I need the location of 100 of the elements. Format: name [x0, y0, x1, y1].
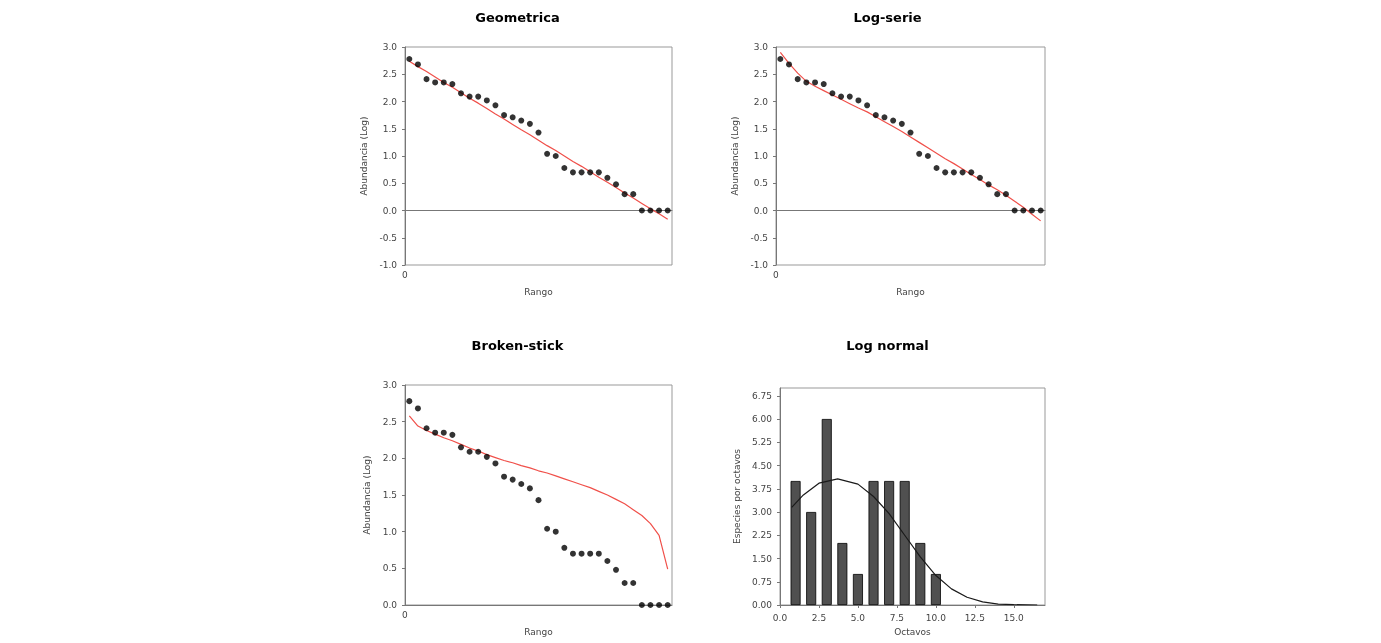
point: [595, 169, 602, 176]
point: [449, 81, 456, 88]
point: [924, 153, 931, 159]
point: [829, 90, 836, 97]
y-tick-label: 2.25: [751, 530, 772, 541]
point: [423, 425, 430, 432]
point: [457, 444, 464, 451]
point: [535, 497, 542, 504]
point: [985, 181, 992, 188]
chart-title: Broken-stick: [471, 338, 564, 353]
y-tick-label: -0.5: [750, 232, 768, 243]
point: [1011, 207, 1018, 214]
point: [475, 448, 482, 455]
y-tick-label: 1.5: [753, 123, 768, 134]
point: [432, 429, 439, 436]
y-tick-label: 2.0: [753, 96, 769, 107]
y-tick-label: 4.50: [751, 460, 773, 471]
bar: [868, 481, 879, 605]
bar: [790, 481, 801, 605]
y-axis-title: Abundancia (Log): [362, 455, 373, 535]
point: [647, 602, 654, 608]
y-tick-label: 0.5: [382, 178, 397, 189]
point: [994, 191, 1001, 198]
point: [846, 93, 853, 100]
y-tick-label: 3.75: [751, 483, 772, 494]
point: [595, 550, 602, 557]
point: [621, 580, 628, 586]
point: [406, 55, 413, 62]
x-tick-label: 12.5: [964, 612, 985, 623]
point: [621, 191, 628, 198]
point: [414, 61, 421, 68]
point: [613, 566, 620, 573]
point: [544, 525, 551, 532]
y-tick-label: 2.5: [382, 69, 397, 80]
point: [647, 207, 654, 214]
bar: [884, 481, 895, 605]
bar: [930, 574, 941, 605]
point: [604, 174, 611, 181]
point: [942, 169, 949, 176]
point: [501, 112, 508, 119]
chart-title: Geometrica: [475, 10, 560, 25]
point: [976, 174, 983, 181]
x-tick-label: 7.5: [889, 612, 905, 623]
point: [457, 90, 464, 97]
point: [526, 485, 533, 492]
point: [466, 448, 473, 455]
point: [561, 544, 568, 551]
point: [1002, 191, 1009, 198]
point: [664, 602, 671, 608]
point: [794, 76, 801, 83]
line-series: [791, 478, 1038, 606]
point: [414, 405, 421, 412]
y-tick-label: 0.0: [382, 600, 398, 610]
text: 0: [773, 269, 779, 280]
y-tick-label: 3.00: [751, 507, 773, 517]
point: [864, 102, 871, 109]
y-tick-label: 1.50: [751, 553, 773, 564]
point: [466, 93, 473, 100]
point: [855, 97, 862, 104]
text: 0: [402, 269, 408, 280]
x-axis-title: Octavos: [894, 626, 932, 637]
bar: [899, 481, 910, 605]
x-axis-title: Rango: [524, 626, 554, 637]
point: [933, 164, 940, 171]
y-tick-label: 3.0: [382, 380, 398, 390]
y-tick-label: 0.0: [753, 205, 769, 216]
y-tick-label: 0.75: [751, 576, 772, 587]
x-tick-label: 2.5: [811, 612, 827, 623]
point: [483, 97, 490, 104]
y-tick-label: 1.0: [382, 151, 398, 161]
point: [638, 207, 645, 214]
point: [1028, 207, 1035, 214]
point: [569, 169, 576, 176]
y-tick-label: 1.5: [382, 490, 397, 500]
point: [959, 169, 966, 176]
y-tick-label: 5.25: [751, 437, 772, 448]
point: [552, 153, 559, 159]
y-tick-label: 2.0: [382, 453, 398, 464]
point: [561, 164, 568, 171]
y-tick-label: 0.0: [382, 205, 398, 216]
point: [777, 55, 784, 62]
point: [475, 93, 482, 100]
y-tick-label: 0.00: [751, 600, 773, 610]
text: 0: [402, 609, 408, 620]
bar: [915, 543, 926, 605]
point: [518, 117, 525, 124]
point: [872, 112, 879, 119]
point: [518, 481, 525, 487]
point: [838, 93, 845, 100]
point: [535, 129, 542, 136]
x-tick-label: 5.0: [850, 612, 866, 623]
point: [432, 79, 439, 86]
point: [406, 398, 413, 405]
point: [569, 550, 576, 557]
y-tick-label: 6.00: [751, 414, 773, 424]
point: [587, 169, 594, 176]
point: [544, 150, 551, 157]
x-axis-title: Rango: [896, 286, 926, 297]
y-axis-title: Abundancia (Log): [730, 116, 741, 196]
point: [501, 473, 508, 480]
